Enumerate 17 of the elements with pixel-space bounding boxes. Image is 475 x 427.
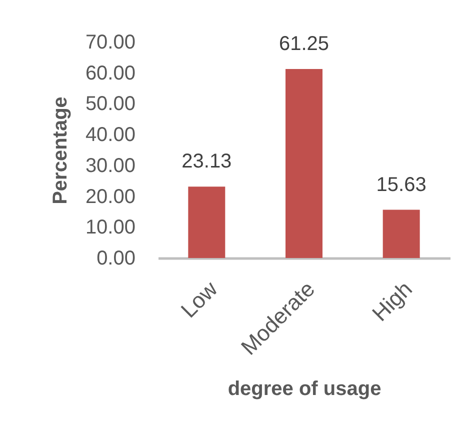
y-tick-label: 40.00 <box>85 124 136 146</box>
data-label: 61.25 <box>278 33 330 55</box>
bar <box>188 186 226 258</box>
x-tick-label: Low <box>176 276 222 323</box>
y-tick-label: 60.00 <box>85 62 136 84</box>
y-tick-label: 30.00 <box>85 154 136 177</box>
y-tick-label: 20.00 <box>85 186 136 208</box>
data-label: 23.13 <box>182 150 232 173</box>
x-axis-title: degree of usage <box>228 378 382 400</box>
bar <box>382 210 420 258</box>
data-label: 15.63 <box>376 174 426 196</box>
y-tick-label: 50.00 <box>85 93 136 116</box>
y-tick-label: 70.00 <box>85 32 136 54</box>
bar <box>286 69 322 258</box>
y-axis-title: Percentage <box>49 96 72 204</box>
y-tick-label: 10.00 <box>85 216 136 239</box>
y-tick-label: 0.00 <box>96 248 136 270</box>
